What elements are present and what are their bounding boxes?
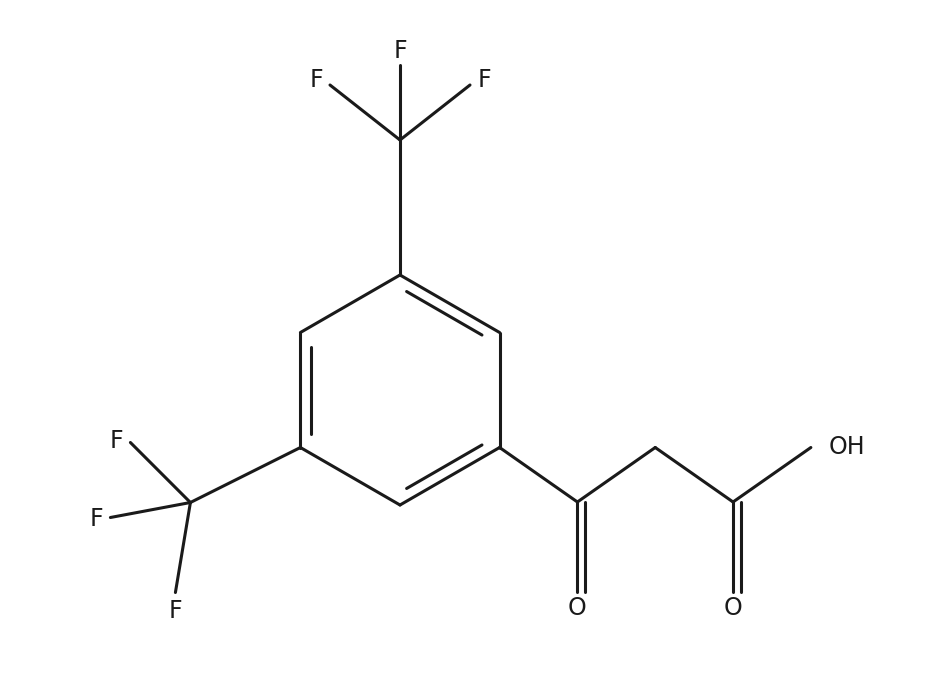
Text: F: F [109,429,123,452]
Text: O: O [723,596,742,620]
Text: OH: OH [829,435,866,460]
Text: F: F [89,508,104,531]
Text: F: F [393,39,407,63]
Text: F: F [169,598,182,623]
Text: F: F [478,68,491,92]
Text: F: F [309,68,323,92]
Text: O: O [568,596,587,620]
